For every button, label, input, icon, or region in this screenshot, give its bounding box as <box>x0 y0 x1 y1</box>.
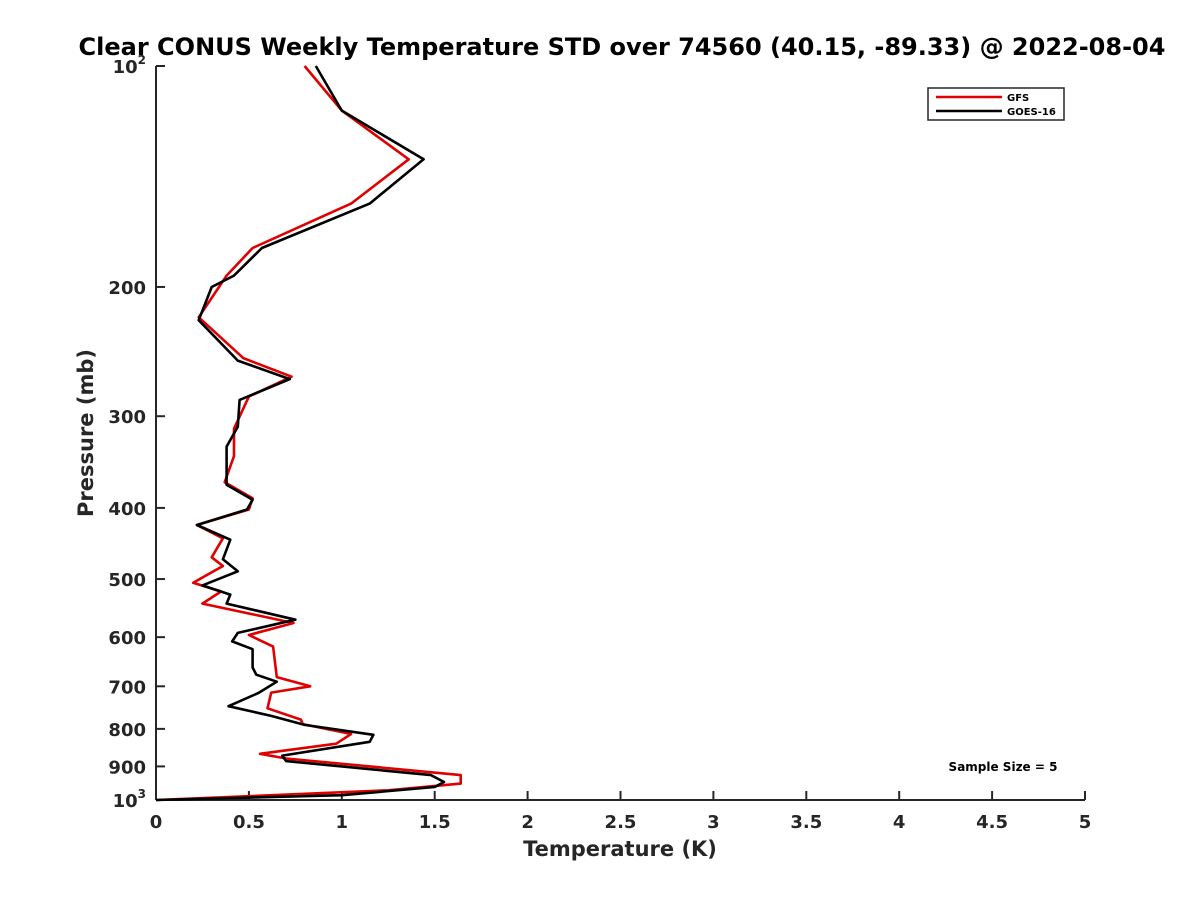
y-tick-label: 500 <box>108 570 146 591</box>
x-ticks: 0 0.5 1 1.5 2 2.5 3 3.5 4 4.5 5 <box>150 791 1092 833</box>
legend: GFS GOES-16 <box>927 87 1065 121</box>
legend-label: GFS <box>1007 93 1029 104</box>
y-tick-label: 700 <box>108 677 146 698</box>
x-tick-label: 1 <box>336 812 349 833</box>
series-lines <box>155 65 463 802</box>
x-tick-label: 4 <box>893 812 906 833</box>
y-tick-exponent: 2 <box>138 53 146 67</box>
plot-area: 0 0.5 1 1.5 2 2.5 3 3.5 4 4.5 5 102200300400500600… <box>108 53 1091 833</box>
y-tick-label: 800 <box>108 720 146 741</box>
x-tick-label: 5 <box>1079 812 1092 833</box>
x-tick-label: 2.5 <box>605 812 637 833</box>
y-tick-exponent: 3 <box>138 787 146 801</box>
chart-title: Clear CONUS Weekly Temperature STD over … <box>79 33 1166 61</box>
x-axis-label: Temperature (K) <box>523 837 717 861</box>
x-tick-label: 0 <box>150 812 163 833</box>
x-tick-label: 1.5 <box>419 812 451 833</box>
y-tick-label: 102 <box>113 53 146 78</box>
x-tick-label: 3.5 <box>790 812 822 833</box>
series-line-gfs <box>155 65 463 802</box>
y-tick-label: 200 <box>108 278 146 299</box>
x-tick-label: 3 <box>707 812 720 833</box>
sample-size-annotation: Sample Size = 5 <box>949 760 1058 774</box>
y-axis-label: Pressure (mb) <box>74 349 98 517</box>
y-tick-label: 600 <box>108 628 146 649</box>
y-tick-label: 900 <box>108 757 146 778</box>
legend-box <box>927 87 1065 121</box>
y-tick-label: 300 <box>108 407 146 428</box>
x-tick-label: 2 <box>521 812 534 833</box>
series-line-goes-16 <box>155 65 446 802</box>
x-tick-label: 0.5 <box>233 812 265 833</box>
y-tick-base: 10 <box>113 57 138 78</box>
y-tick-label: 103 <box>113 787 146 812</box>
y-tick-label: 400 <box>108 499 146 520</box>
x-tick-label: 4.5 <box>976 812 1008 833</box>
legend-label: GOES-16 <box>1007 107 1056 118</box>
y-tick-base: 10 <box>113 791 138 812</box>
